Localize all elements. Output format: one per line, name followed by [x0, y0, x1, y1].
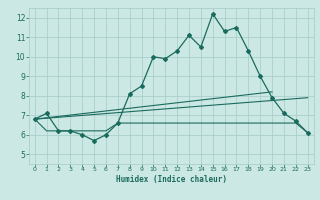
X-axis label: Humidex (Indice chaleur): Humidex (Indice chaleur)	[116, 175, 227, 184]
